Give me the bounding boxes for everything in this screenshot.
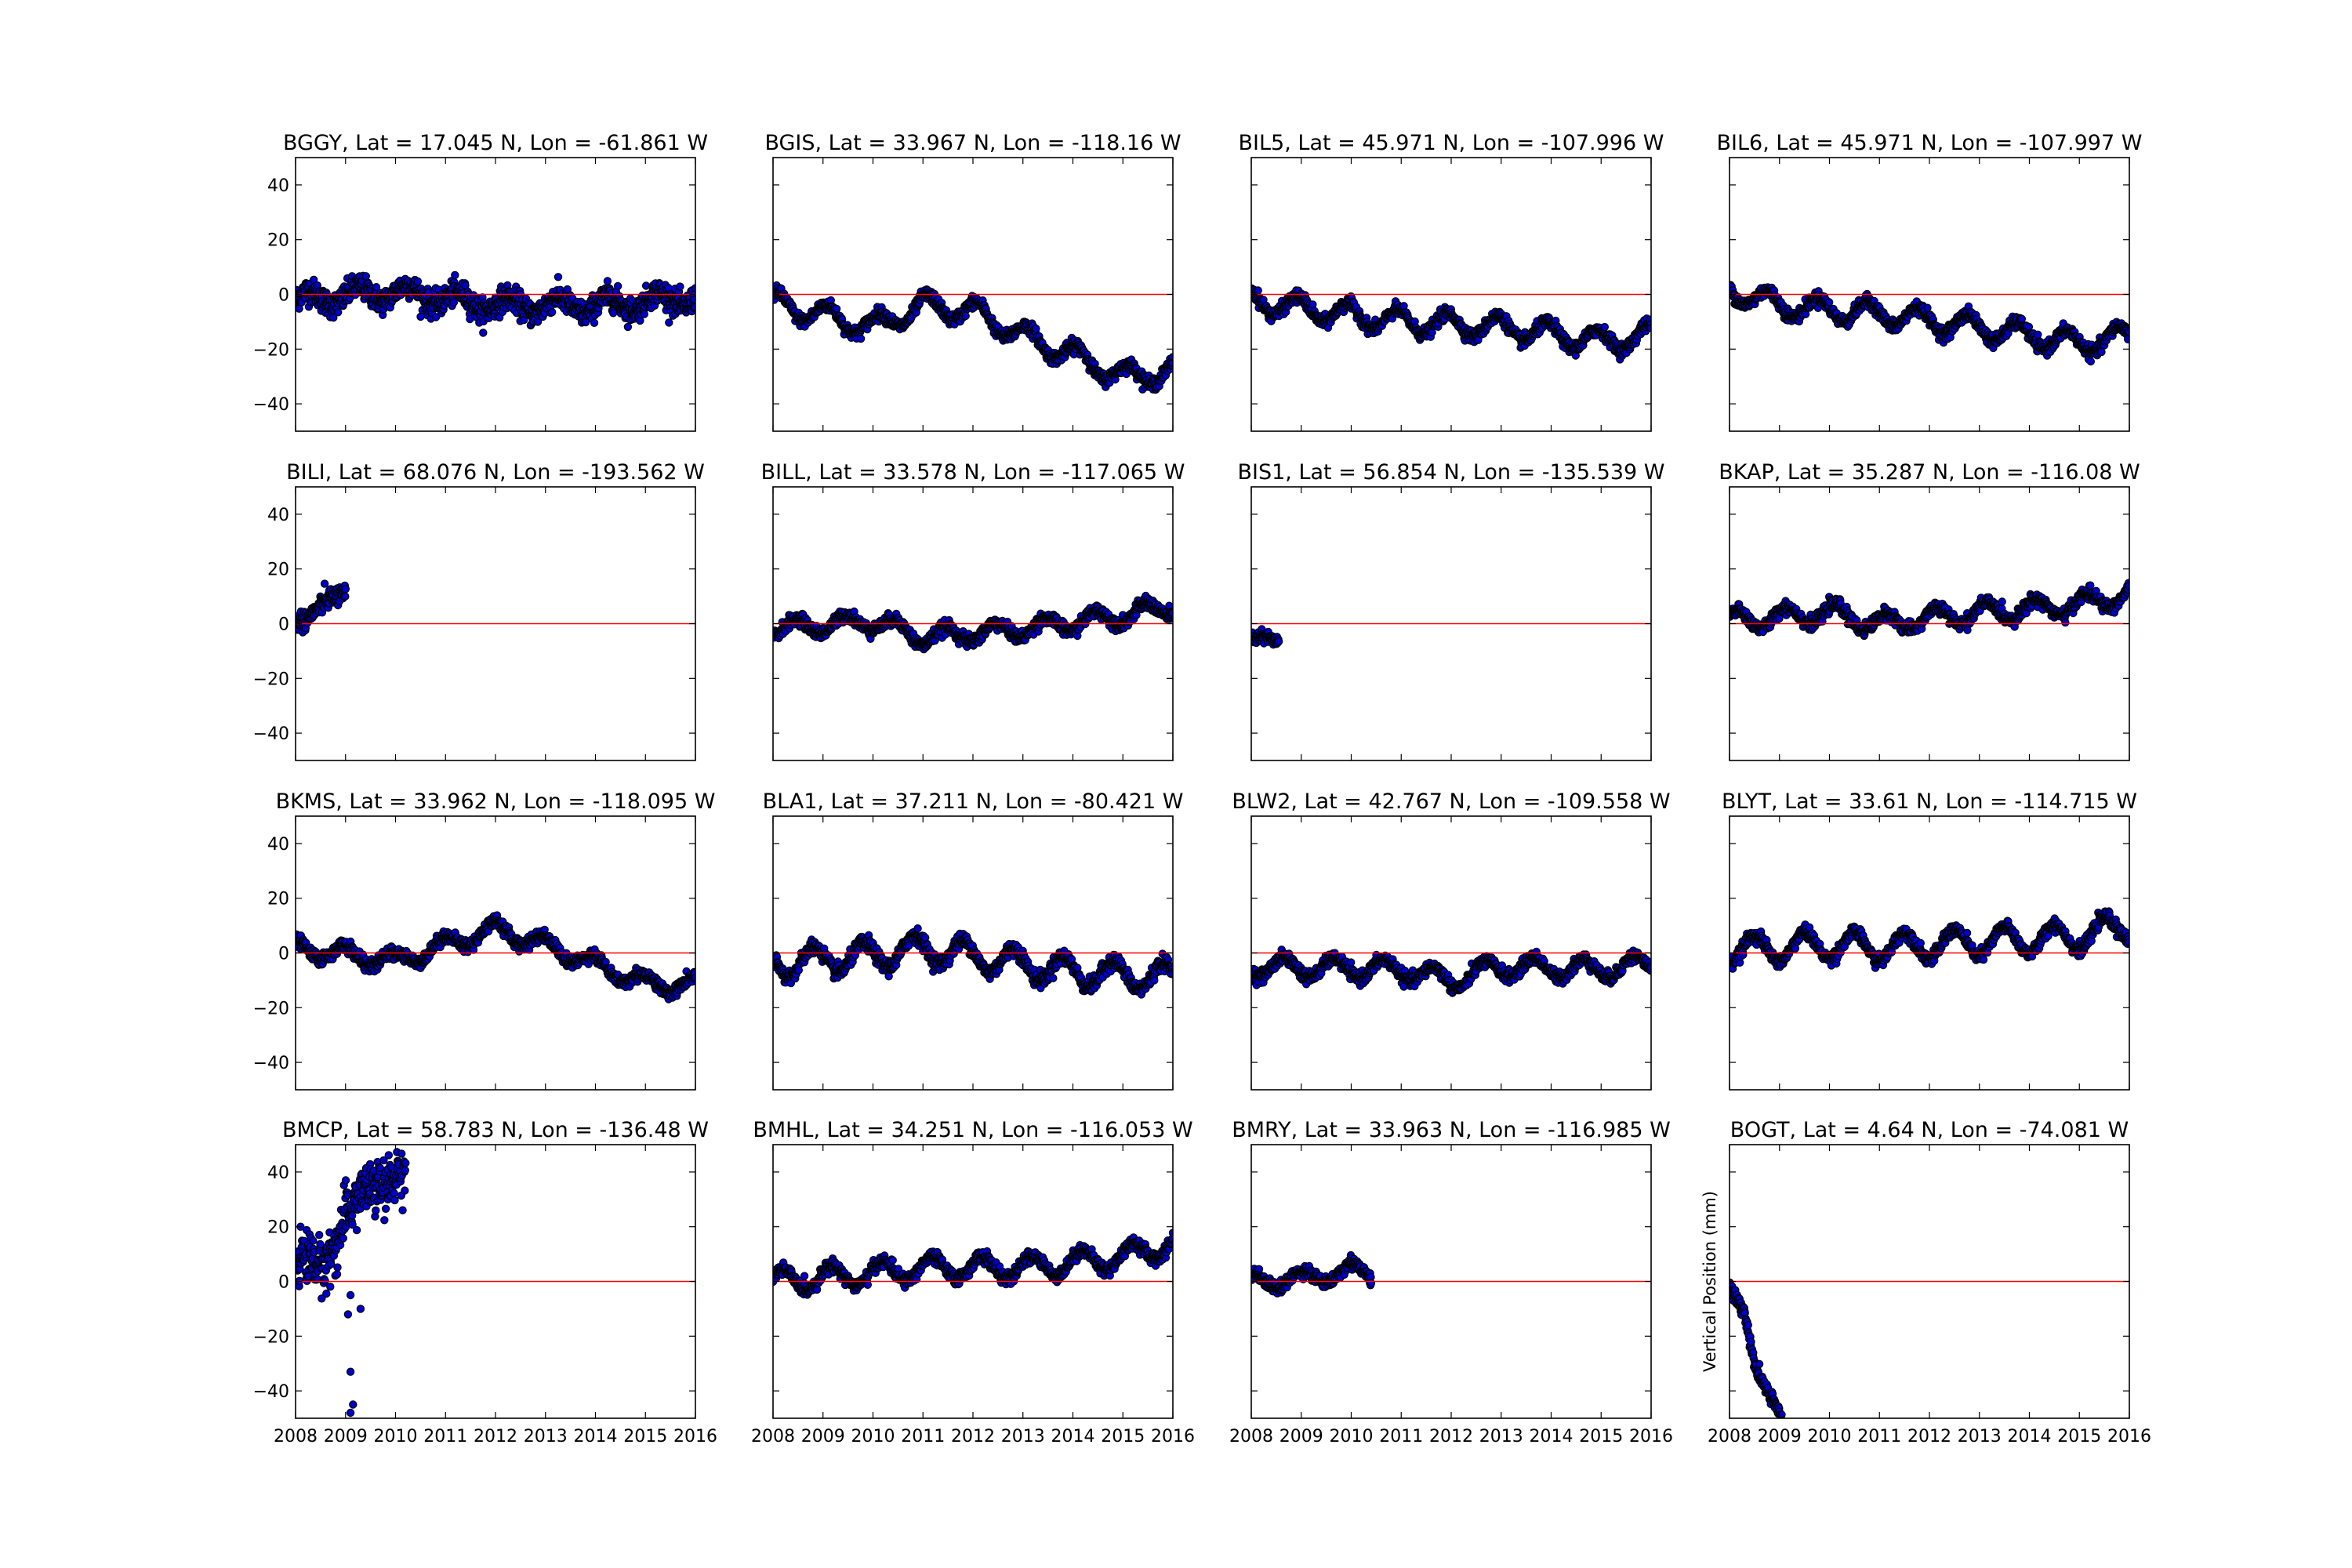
- subplot-title: BGGY, Lat = 17.045 N, Lon = -61.861 W: [283, 131, 708, 155]
- y-tick-label: −40: [253, 724, 289, 744]
- data-point: [548, 308, 557, 317]
- data-point: [361, 272, 370, 281]
- data-point: [2017, 314, 2026, 323]
- data-point: [341, 592, 350, 601]
- data-point: [320, 579, 329, 588]
- subplot-3: BIL5, Lat = 45.971 N, Lon = -107.996 W: [1239, 131, 1664, 432]
- subplot-4: BIL6, Lat = 45.971 N, Lon = -107.997 W: [1717, 131, 2143, 432]
- subplot-title: BIL5, Lat = 45.971 N, Lon = -107.996 W: [1239, 131, 1664, 155]
- y-tick-label: 40: [267, 176, 289, 196]
- data-point: [623, 322, 633, 332]
- data-point: [479, 328, 488, 337]
- data-points: [773, 591, 1173, 654]
- data-point: [691, 284, 695, 292]
- data-point: [2034, 330, 2042, 339]
- data-points: [773, 281, 1173, 394]
- data-point: [856, 334, 866, 343]
- data-points: [296, 579, 350, 637]
- data-point: [1168, 353, 1173, 361]
- data-point: [590, 318, 599, 327]
- data-points: [1251, 284, 1651, 364]
- y-tick-label: −20: [253, 340, 289, 360]
- y-tick-label: −20: [253, 670, 289, 689]
- data-point: [449, 298, 459, 307]
- data-point: [1923, 303, 1932, 312]
- data-point: [676, 282, 684, 291]
- data-point: [341, 585, 350, 593]
- y-tick-label: 20: [267, 231, 289, 251]
- data-point: [640, 310, 649, 318]
- subplot-1: BGGY, Lat = 17.045 N, Lon = -61.861 W 40 2…: [253, 131, 708, 432]
- data-point: [665, 318, 673, 327]
- data-points: [296, 270, 695, 337]
- data-point: [1600, 322, 1610, 332]
- data-point: [451, 270, 459, 280]
- subplot-title: BIL6, Lat = 45.971 N, Lon = -107.997 W: [1717, 131, 2143, 155]
- data-point: [2097, 347, 2106, 357]
- data-point: [413, 277, 423, 286]
- subplot-5: BILI, Lat = 68.076 N, Lon = -193.562 W 40…: [253, 460, 705, 761]
- y-tick-label: 40: [267, 506, 289, 525]
- y-tick-label: 20: [267, 561, 289, 580]
- y-tick-label: 0: [278, 286, 289, 306]
- data-point: [613, 281, 622, 291]
- data-point: [431, 313, 441, 321]
- data-point: [2086, 357, 2095, 366]
- data-point: [961, 311, 970, 321]
- data-point: [1254, 286, 1262, 295]
- subplot-6: BILL, Lat = 33.578 N, Lon = -117.065 W: [761, 460, 1185, 761]
- data-point: [581, 318, 590, 327]
- subplot-title: BILI, Lat = 68.076 N, Lon = -193.562 W: [286, 460, 705, 485]
- data-points: [1730, 281, 2129, 366]
- subplot-title: BGIS, Lat = 33.967 N, Lon = -118.16 W: [764, 131, 1181, 155]
- data-point: [1032, 325, 1040, 333]
- data-point: [416, 312, 425, 321]
- data-point: [334, 308, 343, 317]
- data-point: [554, 273, 563, 281]
- subplot-2: BGIS, Lat = 33.967 N, Lon = -118.16 W: [764, 131, 1181, 432]
- data-point: [690, 295, 695, 304]
- data-point: [2124, 335, 2129, 343]
- subplot-title: BILL, Lat = 33.578 N, Lon = -117.065 W: [761, 460, 1185, 485]
- data-point: [603, 277, 612, 285]
- y-tick-label: 0: [278, 615, 289, 635]
- data-point: [1308, 300, 1317, 309]
- data-point: [372, 283, 381, 292]
- y-tick-label: −40: [253, 395, 289, 415]
